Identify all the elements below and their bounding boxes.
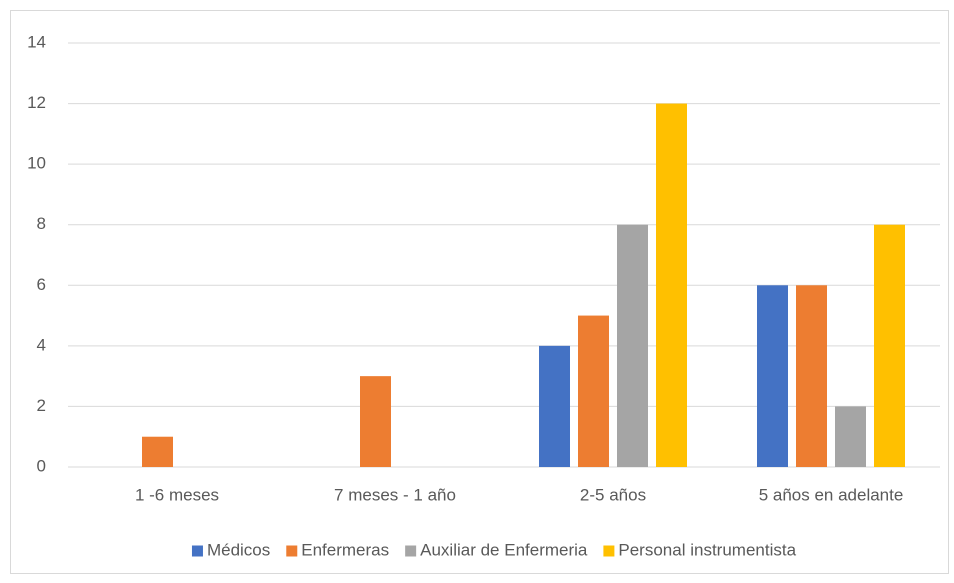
legend-swatch [603, 545, 615, 557]
y-tick-label: 2 [37, 396, 46, 415]
x-tick-label: 5 años en adelante [759, 485, 904, 504]
y-tick-label: 10 [27, 154, 46, 173]
bar [835, 406, 866, 467]
bar [578, 315, 609, 467]
legend-label: Auxiliar de Enfermeria [420, 540, 588, 559]
y-tick-label: 14 [27, 32, 46, 51]
legend-item: Personal instrumentista [603, 540, 797, 559]
x-tick-label: 2-5 años [580, 485, 646, 504]
bar [539, 345, 570, 467]
legend-swatch [405, 545, 417, 557]
y-tick-label: 12 [27, 93, 46, 112]
bar [757, 285, 788, 467]
bar [874, 224, 905, 467]
legend-item: Enfermeras [286, 540, 389, 559]
legend-item: Médicos [191, 540, 270, 559]
bar [360, 376, 391, 467]
legend-item: Auxiliar de Enfermeria [405, 540, 588, 559]
bar [617, 224, 648, 467]
bar [656, 103, 687, 468]
chart-border [10, 10, 949, 574]
y-tick-label: 6 [37, 275, 46, 294]
legend-label: Médicos [207, 540, 270, 559]
bar [796, 285, 827, 467]
y-tick-label: 8 [37, 214, 46, 233]
x-tick-label: 7 meses - 1 año [334, 485, 456, 504]
y-tick-label: 0 [37, 456, 46, 475]
y-tick-label: 4 [37, 335, 46, 354]
bar [142, 436, 173, 467]
legend-label: Personal instrumentista [618, 540, 796, 559]
legend-label: Enfermeras [301, 540, 389, 559]
x-tick-label: 1 -6 meses [135, 485, 219, 504]
legend-swatch [286, 545, 298, 557]
legend-swatch [191, 545, 203, 557]
